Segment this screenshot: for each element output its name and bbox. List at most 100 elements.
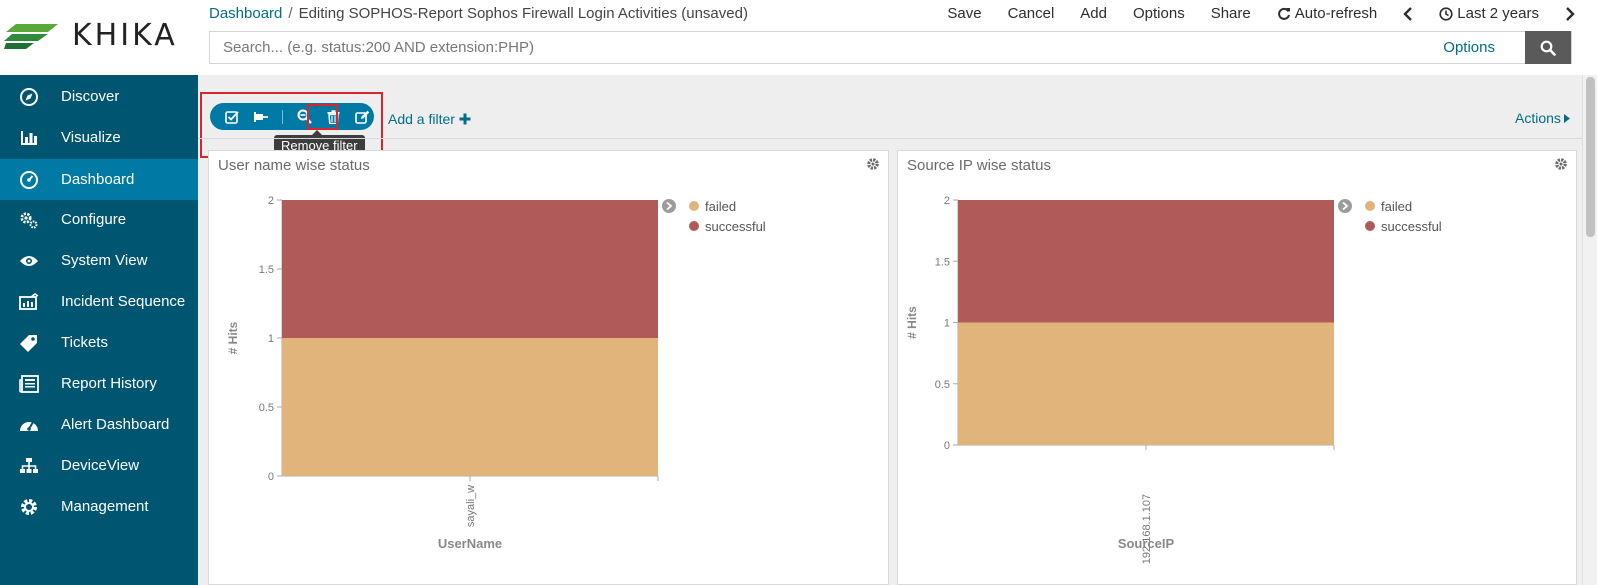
add-filter-label: Add a filter bbox=[388, 111, 455, 127]
legend-toggle-icon[interactable] bbox=[662, 199, 676, 213]
clock-icon bbox=[1439, 6, 1453, 21]
bar-segment-successful bbox=[958, 200, 1334, 323]
filter-pill[interactable] bbox=[210, 103, 374, 130]
eye-icon bbox=[19, 251, 39, 271]
plus-icon bbox=[459, 113, 471, 125]
chevron-right-icon bbox=[666, 201, 673, 211]
breadcrumb-dashboard-link[interactable]: Dashboard bbox=[209, 5, 283, 22]
add-button[interactable]: Add bbox=[1080, 5, 1107, 22]
x-axis-label: UserName bbox=[438, 536, 502, 551]
y-tick-label: 1.5 bbox=[259, 264, 274, 276]
breadcrumb: Dashboard / Editing SOPHOS-Report Sophos F… bbox=[209, 5, 748, 22]
legend-swatch-failed bbox=[689, 201, 699, 211]
caret-right-icon bbox=[1563, 113, 1570, 123]
sidebar-item-visualize[interactable]: Visualize bbox=[0, 117, 198, 158]
pin-filter-icon[interactable] bbox=[253, 109, 269, 125]
sidebar-item-label: DeviceView bbox=[61, 457, 140, 474]
gauge-icon bbox=[19, 415, 39, 435]
sidebar-item-label: Configure bbox=[61, 211, 127, 228]
legend-toggle-icon[interactable] bbox=[1338, 199, 1352, 213]
breadcrumb-separator: / bbox=[288, 5, 293, 22]
y-axis-label: # Hits bbox=[226, 321, 240, 354]
sidebar-item-discover[interactable]: Discover bbox=[0, 76, 198, 117]
panel-gear-icon[interactable] bbox=[1554, 157, 1568, 171]
sitemap-icon bbox=[19, 456, 39, 476]
y-tick-label: 0 bbox=[944, 440, 950, 452]
add-filter-link[interactable]: Add a filter bbox=[388, 111, 471, 127]
time-range-picker[interactable]: Last 2 years bbox=[1439, 5, 1539, 22]
sidebar-item-system-view[interactable]: System View bbox=[0, 240, 198, 281]
edit-filter-icon[interactable] bbox=[354, 109, 370, 125]
search-bar: Options bbox=[209, 31, 1572, 64]
dashboard-icon bbox=[19, 170, 39, 190]
actions-link[interactable]: Actions bbox=[1515, 110, 1570, 126]
app-logo[interactable]: KHIKA bbox=[0, 0, 198, 75]
logo-mark-icon bbox=[4, 24, 58, 49]
tag-icon bbox=[19, 333, 39, 353]
auto-refresh-label: Auto-refresh bbox=[1294, 5, 1378, 22]
panel-gear-icon[interactable] bbox=[866, 157, 880, 171]
panel-title: Source IP wise status bbox=[907, 157, 1051, 174]
legend-swatch-successful bbox=[689, 221, 699, 231]
legend-label-failed[interactable]: failed bbox=[1381, 199, 1412, 214]
auto-refresh-button[interactable]: Auto-refresh bbox=[1277, 5, 1378, 22]
legend-label-successful[interactable]: successful bbox=[705, 219, 766, 234]
sidebar-item-management[interactable]: Management bbox=[0, 486, 198, 527]
sidebar-item-label: Incident Sequence bbox=[61, 293, 186, 310]
time-forward-button[interactable] bbox=[1565, 6, 1575, 21]
x-tick-label: 192.168.1.107 bbox=[1141, 494, 1153, 564]
sidebar: Discover Visualize Dashboard Configure S… bbox=[0, 75, 198, 585]
sidebar-item-report-history[interactable]: Report History bbox=[0, 363, 198, 404]
sidebar-item-label: Alert Dashboard bbox=[61, 416, 170, 433]
sidebar-item-dashboard[interactable]: Dashboard bbox=[0, 159, 198, 200]
y-tick-label: 0 bbox=[268, 471, 274, 483]
top-header: KHIKA Dashboard / Editing SOPHOS-Report So… bbox=[0, 0, 1597, 75]
actions-label: Actions bbox=[1515, 110, 1561, 126]
highlight-annotation-inner bbox=[307, 104, 338, 130]
panel-title: User name wise status bbox=[218, 157, 370, 174]
chevron-left-icon bbox=[1403, 6, 1413, 21]
save-button[interactable]: Save bbox=[947, 5, 982, 22]
enable-filter-icon[interactable] bbox=[224, 109, 240, 125]
sidebar-item-alert-dashboard[interactable]: Alert Dashboard bbox=[0, 404, 198, 445]
y-tick-label: 1 bbox=[268, 333, 274, 345]
sidebar-item-incident-sequence[interactable]: Incident Sequence bbox=[0, 281, 198, 322]
visualization-panel-sourceip: Source IP wise status 0 0.5 1 1.5 2 # Hits 192… bbox=[897, 150, 1577, 585]
sidebar-item-label: Tickets bbox=[61, 334, 108, 351]
sidebar-item-label: System View bbox=[61, 252, 148, 269]
filter-divider bbox=[282, 109, 283, 124]
breadcrumb-current: Editing SOPHOS-Report Sophos Firewall Lo… bbox=[298, 5, 748, 22]
sidebar-item-label: Dashboard bbox=[61, 171, 135, 188]
legend-swatch-failed bbox=[1365, 201, 1375, 211]
legend-label-successful[interactable]: successful bbox=[1381, 219, 1442, 234]
sidebar-item-tickets[interactable]: Tickets bbox=[0, 322, 198, 363]
search-options-link[interactable]: Options bbox=[1443, 39, 1495, 56]
incident-chart-icon bbox=[19, 292, 39, 312]
search-button[interactable] bbox=[1525, 31, 1571, 64]
y-tick-label: 2 bbox=[944, 195, 950, 207]
bar-segment-failed bbox=[282, 338, 658, 476]
bar-chart-icon bbox=[19, 128, 39, 148]
search-input[interactable] bbox=[210, 32, 1390, 63]
cancel-button[interactable]: Cancel bbox=[1007, 5, 1055, 22]
sidebar-item-deviceview[interactable]: DeviceView bbox=[0, 445, 198, 486]
compass-icon bbox=[19, 87, 39, 107]
sidebar-item-configure[interactable]: Configure bbox=[0, 199, 198, 240]
y-tick-label: 0.5 bbox=[935, 379, 950, 391]
x-tick-label: sayali_w bbox=[465, 485, 477, 527]
options-button[interactable]: Options bbox=[1133, 5, 1185, 22]
search-icon bbox=[1540, 40, 1556, 56]
chevron-right-icon bbox=[1342, 201, 1349, 211]
sidebar-item-label: Discover bbox=[61, 88, 120, 105]
legend-label-failed[interactable]: failed bbox=[705, 199, 736, 214]
time-back-button[interactable] bbox=[1403, 6, 1413, 21]
x-axis-label: SourceIP bbox=[1118, 536, 1175, 551]
sidebar-item-label: Management bbox=[61, 498, 149, 515]
share-button[interactable]: Share bbox=[1210, 5, 1251, 22]
scrollbar-thumb[interactable] bbox=[1586, 77, 1595, 237]
visualization-panel-username: User name wise status 0 0.5 1 1.5 2 # Hits say… bbox=[208, 150, 889, 585]
logo-text: KHIKA bbox=[72, 18, 178, 53]
page-scrollbar[interactable] bbox=[1582, 75, 1597, 585]
bar-segment-failed bbox=[958, 322, 1334, 445]
